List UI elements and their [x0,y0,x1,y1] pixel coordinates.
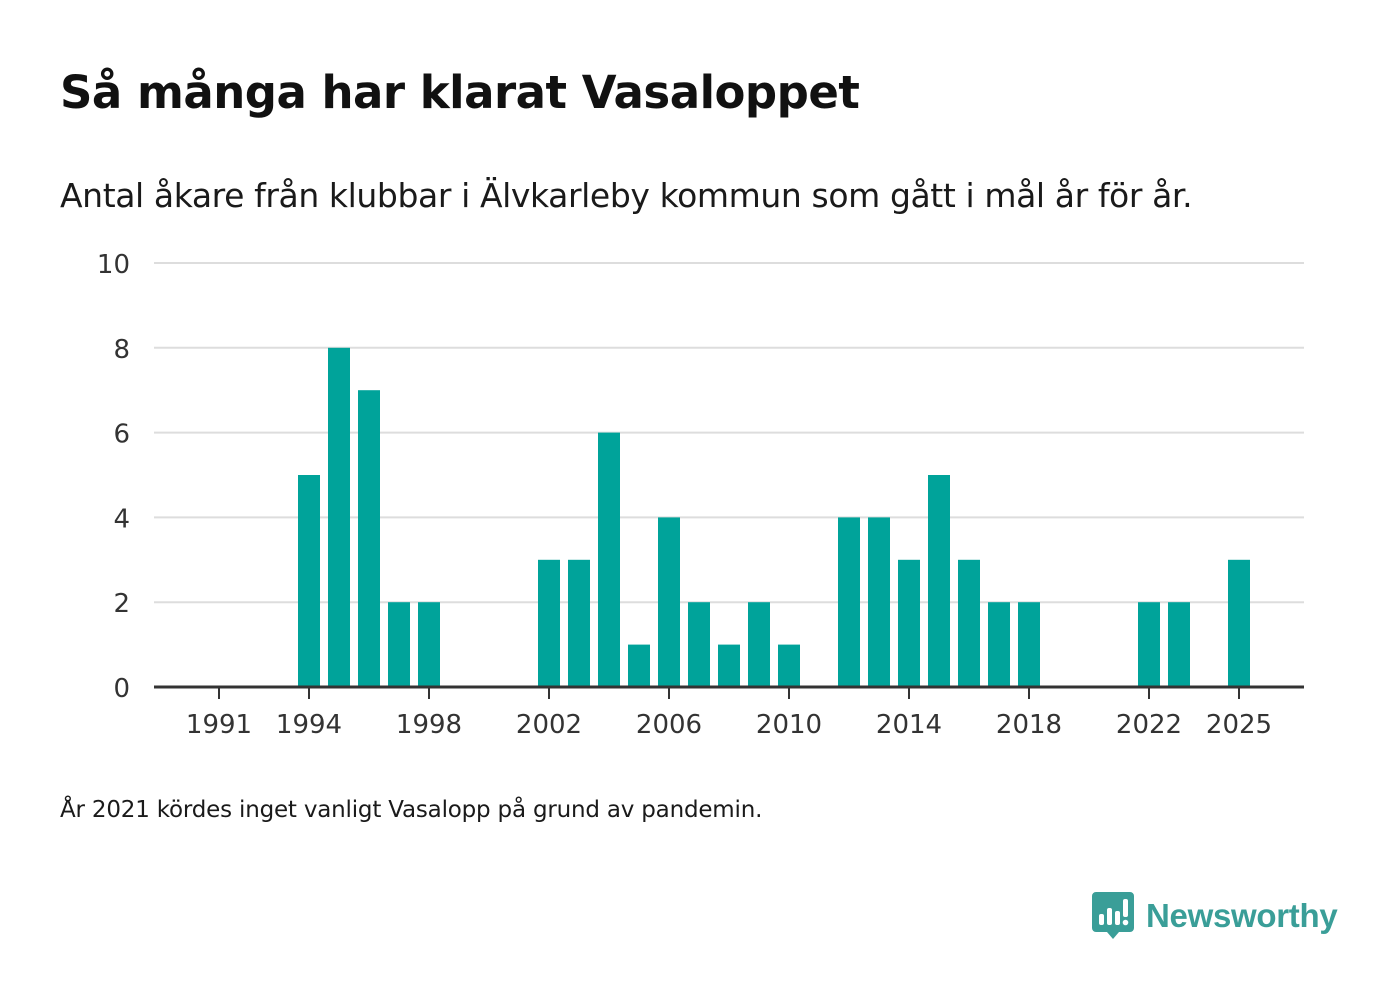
y-tick-label: 0 [113,674,130,704]
bar [1168,602,1190,687]
bar [358,390,380,687]
newsworthy-logo-icon [1092,892,1134,939]
axes: 0 2 4 6 8 10 1991 1994 1998 2002 2006 2010 2014 2018 2… [97,250,1304,740]
y-tick-label: 10 [97,250,130,280]
bar [418,602,440,687]
x-tick-label: 2010 [756,710,822,740]
brand-name: Newsworthy [1146,897,1338,934]
x-tick-label: 1994 [276,710,342,740]
bar [1228,559,1250,687]
bar [328,347,350,687]
bar [718,644,740,687]
bar [598,432,620,687]
bar [868,517,890,687]
bar [568,559,590,687]
x-tick-label: 1991 [186,710,252,740]
x-tick-label: 2006 [636,710,702,740]
bar [388,602,410,687]
x-tick-label: 2022 [1116,710,1182,740]
chart-title: Så många har klarat Vasaloppet [60,66,860,119]
bars [298,347,1250,687]
bar [298,475,320,687]
bar [1138,602,1160,687]
x-tick-label: 2002 [516,710,582,740]
y-tick-label: 2 [113,589,130,619]
bar [1018,602,1040,687]
bar [538,559,560,687]
gridlines [154,262,1304,604]
bar-chart: 0 2 4 6 8 10 1991 1994 1998 2002 2006 2010 2014 2018 2… [97,250,1304,740]
x-tick-label: 2018 [996,710,1062,740]
bar [778,644,800,687]
brand: Newsworthy [1092,892,1338,940]
bar [628,644,650,687]
x-tick-label: 2014 [876,710,942,740]
footnote: År 2021 kördes inget vanligt Vasalopp på… [60,797,763,823]
y-tick-label: 8 [113,335,130,365]
bar [958,559,980,687]
y-tick-label: 4 [113,504,130,534]
y-tick-label: 6 [113,420,130,450]
bar [748,602,770,687]
chart-subtitle: Antal åkare från klubbar i Älvkarleby ko… [60,176,1193,215]
x-tick-label: 2025 [1206,710,1272,740]
bar [898,559,920,687]
bar [688,602,710,687]
x-tick-label: 1998 [396,710,462,740]
bar [928,475,950,687]
bar [658,517,680,687]
bar [838,517,860,687]
bar [988,602,1010,687]
